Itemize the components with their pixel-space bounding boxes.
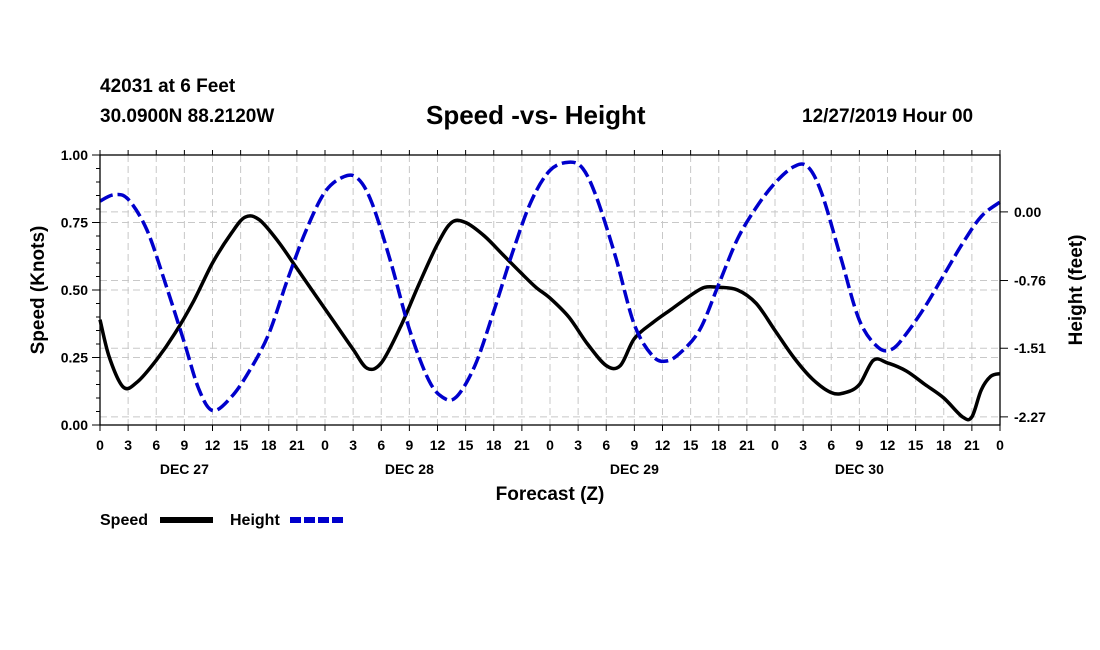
grid-lines <box>100 155 1000 425</box>
x-tick-label: 21 <box>964 437 980 453</box>
chart-title: Speed -vs- Height <box>426 100 646 130</box>
x-tick-label: 0 <box>771 437 779 453</box>
legend-speed-label: Speed <box>100 512 148 529</box>
x-tick-label: 18 <box>936 437 952 453</box>
x-tick-label: 0 <box>321 437 329 453</box>
x-tick-label: 3 <box>574 437 582 453</box>
y2-tick-label: -2.27 <box>1014 409 1046 425</box>
x-tick-label: 9 <box>855 437 863 453</box>
y2-axis-title: Height (feet) <box>1066 235 1087 346</box>
day-label: DEC 27 <box>160 461 209 477</box>
x-tick-label: 12 <box>880 437 896 453</box>
day-label: DEC 29 <box>610 461 659 477</box>
station-label: 42031 at 6 Feet <box>100 76 236 97</box>
x-tick-label: 3 <box>124 437 132 453</box>
y-tick-label: 0.00 <box>61 417 88 433</box>
x-tick-label: 0 <box>96 437 104 453</box>
x-tick-label: 6 <box>602 437 610 453</box>
x-tick-label: 12 <box>430 437 446 453</box>
x-axis-title: Forecast (Z) <box>496 484 605 505</box>
y2-tick-label: 0.00 <box>1014 204 1041 220</box>
y-tick-label: 0.75 <box>61 215 88 231</box>
axis-labels: 0 3 6 9 12 15 18 21 0 3 6 9 12 15 18 21 0 3 6 9 12 15 18 21 0 3 6 9… <box>61 147 1046 477</box>
x-tick-label: 3 <box>799 437 807 453</box>
x-tick-label: 0 <box>996 437 1004 453</box>
x-tick-label: 9 <box>630 437 638 453</box>
x-tick-label: 9 <box>180 437 188 453</box>
x-tick-label: 12 <box>205 437 221 453</box>
legend: Speed Height <box>100 512 343 529</box>
x-tick-label: 15 <box>458 437 474 453</box>
series-layer <box>98 160 1002 422</box>
x-tick-label: 12 <box>655 437 671 453</box>
x-tick-label: 18 <box>486 437 502 453</box>
x-tick-label: 15 <box>233 437 249 453</box>
x-tick-label: 0 <box>546 437 554 453</box>
legend-height-label: Height <box>230 512 280 529</box>
x-tick-label: 9 <box>405 437 413 453</box>
y2-tick-label: -1.51 <box>1014 340 1046 356</box>
x-tick-label: 15 <box>908 437 924 453</box>
x-tick-label: 18 <box>261 437 277 453</box>
x-tick-label: 21 <box>739 437 755 453</box>
day-label: DEC 30 <box>835 461 884 477</box>
x-tick-label: 21 <box>289 437 305 453</box>
x-tick-label: 21 <box>514 437 530 453</box>
x-tick-label: 3 <box>349 437 357 453</box>
x-tick-label: 6 <box>152 437 160 453</box>
x-tick-label: 6 <box>377 437 385 453</box>
x-tick-label: 6 <box>827 437 835 453</box>
forecast-timestamp: 12/27/2019 Hour 00 <box>802 106 974 127</box>
y2-tick-label: -0.76 <box>1014 273 1046 289</box>
axis-ticks <box>92 150 1008 431</box>
height-series-line <box>99 160 1002 413</box>
y-tick-label: 0.25 <box>61 350 88 366</box>
day-label: DEC 28 <box>385 461 434 477</box>
speed-series-line <box>98 214 1001 422</box>
y-tick-label: 1.00 <box>61 147 88 163</box>
y-tick-label: 0.50 <box>61 282 88 298</box>
x-tick-label: 18 <box>711 437 727 453</box>
coordinates-label: 30.0900N 88.2120W <box>100 106 275 127</box>
y-axis-title: Speed (Knots) <box>28 226 49 355</box>
x-tick-label: 15 <box>683 437 699 453</box>
